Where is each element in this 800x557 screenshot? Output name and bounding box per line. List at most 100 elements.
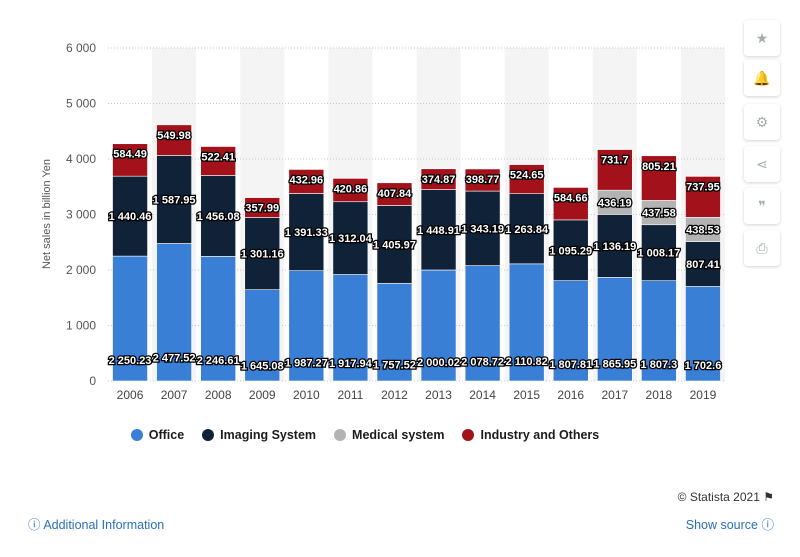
data-label: 407.84 — [378, 188, 413, 200]
star-icon[interactable]: ★ — [744, 20, 780, 56]
data-label: 1 587.95 — [153, 194, 196, 206]
print-icon[interactable]: ⎙ — [744, 230, 780, 266]
legend-marker-medical — [334, 429, 347, 441]
info-icon: ⓘ — [28, 518, 41, 532]
legend-item-medical[interactable]: Medical system — [334, 428, 444, 442]
data-label: 437.58 — [642, 208, 676, 220]
data-label: 1 312.04 — [329, 233, 373, 245]
data-label: 584.49 — [113, 149, 147, 161]
data-label: 436.19 — [598, 197, 632, 209]
x-tick-label: 2009 — [249, 388, 276, 402]
legend-item-industry[interactable]: Industry and Others — [462, 428, 599, 442]
data-label: 1 865.95 — [593, 358, 636, 370]
bar-segment — [685, 286, 721, 382]
data-label: 1 645.08 — [241, 360, 284, 372]
y-tick-label: 4 000 — [66, 152, 96, 166]
bar-segment — [200, 146, 236, 176]
bar-segment — [332, 201, 369, 275]
bar-segment — [376, 182, 413, 206]
legend-marker-imaging — [202, 429, 215, 441]
data-label: 2 246.61 — [197, 355, 240, 367]
data-label: 1 095.29 — [549, 245, 592, 257]
bar-segment — [508, 263, 545, 382]
bar-segment — [200, 175, 236, 257]
bar-segment — [464, 265, 501, 382]
bar-segment — [464, 190, 501, 266]
bar-segment — [156, 124, 192, 156]
legend-item-imaging[interactable]: Imaging System — [202, 428, 316, 442]
x-tick-label: 2017 — [601, 388, 628, 402]
data-label: 1 702.6 — [685, 360, 722, 372]
data-label: 1 405.97 — [373, 239, 416, 251]
statista-credit[interactable]: © Statista 2021 ⚑ — [678, 490, 774, 504]
bar-segment — [508, 164, 545, 195]
bar-segment — [112, 175, 148, 257]
bar-segment — [288, 270, 325, 382]
additional-information-label: Additional Information — [43, 518, 165, 532]
legend-item-office[interactable]: Office — [130, 428, 185, 442]
bar-segment — [597, 149, 633, 191]
flag-icon: ⚑ — [763, 490, 774, 504]
y-tick-label: 1 000 — [66, 319, 96, 333]
bar-segment — [508, 193, 545, 265]
data-label: 2 477.52 — [153, 353, 196, 365]
x-tick-label: 2007 — [161, 388, 188, 402]
legend-label-office: Office — [148, 428, 185, 442]
data-label: 420.86 — [334, 183, 368, 195]
share-icon[interactable]: ⋖ — [744, 146, 780, 182]
chart-legend: Office Imaging System Medical system Ind… — [0, 428, 730, 442]
data-label: 522.41 — [201, 152, 235, 164]
show-source-label: Show source — [685, 518, 758, 532]
bar-segment — [641, 200, 677, 226]
bar-segment — [156, 243, 192, 382]
bar-segment — [200, 256, 236, 382]
data-label: 2 078.72 — [461, 356, 504, 368]
bar-segment — [244, 197, 281, 218]
additional-information-link[interactable]: ⓘ Additional Information — [28, 514, 164, 533]
bar-segment — [156, 155, 192, 244]
x-tick-label: 2015 — [513, 388, 540, 402]
data-label: 398.77 — [466, 174, 500, 186]
x-tick-label: 2014 — [469, 388, 496, 402]
bar-segment — [641, 280, 677, 382]
bar-segment — [332, 274, 369, 382]
gear-icon[interactable]: ⚙ — [744, 104, 780, 140]
data-label: 1 343.19 — [461, 223, 504, 235]
data-label: 1 301.16 — [241, 249, 284, 261]
data-label: 737.95 — [686, 181, 720, 193]
bar-segment — [685, 176, 721, 218]
data-label: 2 110.82 — [506, 356, 548, 368]
bar-segment — [420, 189, 457, 271]
data-label: 357.99 — [245, 203, 279, 215]
y-tick-label: 6 000 — [66, 41, 96, 55]
x-tick-label: 2012 — [381, 388, 408, 402]
bar-segment — [597, 277, 633, 382]
bar-segment — [552, 219, 589, 281]
bar-segment — [597, 189, 633, 215]
quote-icon[interactable]: ❞ — [744, 188, 780, 224]
data-label: 805.21 — [642, 161, 676, 173]
x-tick-label: 2013 — [425, 388, 452, 402]
x-tick-label: 2010 — [293, 388, 320, 402]
bar-segment — [641, 155, 677, 201]
data-label: 1 448.91 — [417, 225, 460, 237]
data-label: 1 807.81 — [549, 359, 592, 371]
data-label: 1 456.08 — [197, 211, 240, 223]
bar-segment — [552, 280, 589, 382]
data-label: 1 757.52 — [373, 359, 416, 371]
data-label: 1 391.33 — [285, 227, 328, 239]
show-source-link[interactable]: Show source ⓘ — [686, 514, 774, 533]
x-tick-label: 2011 — [337, 388, 363, 402]
bell-icon[interactable]: 🔔 — [744, 60, 780, 96]
bar-segment — [112, 255, 148, 382]
data-label: 432.96 — [289, 174, 323, 186]
x-tick-label: 2008 — [205, 388, 232, 402]
data-label: 524.65 — [510, 170, 544, 182]
data-label: 1 987.27 — [285, 357, 328, 369]
bar-segment — [112, 143, 148, 177]
bar-segment — [332, 178, 369, 203]
data-label: 1 440.46 — [109, 211, 152, 223]
data-label: 1 917.94 — [329, 358, 373, 370]
y-tick-label: 0 — [89, 374, 96, 388]
